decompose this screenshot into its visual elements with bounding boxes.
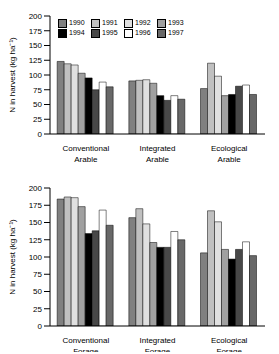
html-text:1990: 1990 [69,19,85,26]
svg-text:0: 0 [38,322,43,331]
svg-text:Ecological: Ecological [211,144,248,153]
svg-text:Forage: Forage [73,347,99,352]
html-text:1997: 1997 [168,29,184,36]
svg-text:50: 50 [33,100,42,109]
svg-text:Arable: Arable [146,155,170,164]
svg-text:25: 25 [33,305,42,314]
svg-text:Integrated: Integrated [139,336,175,345]
svg-text:Ecological: Ecological [211,336,248,345]
svg-text:200: 200 [29,184,43,193]
svg-text:175: 175 [29,201,43,210]
html-text:1992: 1992 [135,19,151,26]
svg-text:Arable: Arable [74,155,98,164]
svg-text:Conventional: Conventional [62,336,109,345]
html-text:1991: 1991 [102,19,118,26]
svg-text:75: 75 [33,270,42,279]
svg-text:75: 75 [33,86,42,95]
svg-text:Conventional: Conventional [62,144,109,153]
svg-text:200: 200 [29,12,43,21]
svg-text:Arable: Arable [218,155,242,164]
svg-text:125: 125 [29,56,43,65]
svg-text:125: 125 [29,236,43,245]
svg-text:150: 150 [29,218,43,227]
svg-text:Integrated: Integrated [139,144,175,153]
html-text:1995: 1995 [102,29,118,36]
svg-text:Forage: Forage [216,347,242,352]
svg-text:N in harvest (kg ha⁻¹): N in harvest (kg ha⁻¹) [8,37,17,113]
svg-text:175: 175 [29,27,43,36]
svg-text:0: 0 [38,130,43,139]
svg-text:100: 100 [29,71,43,80]
svg-text:25: 25 [33,115,42,124]
html-text:1993: 1993 [168,19,184,26]
html-text:1996: 1996 [135,29,151,36]
svg-text:Forage: Forage [145,347,171,352]
svg-text:50: 50 [33,287,42,296]
svg-text:N in harvest (kg ha⁻¹): N in harvest (kg ha⁻¹) [8,219,17,295]
html-text:1994: 1994 [69,29,85,36]
svg-text:150: 150 [29,41,43,50]
svg-text:100: 100 [29,253,43,262]
